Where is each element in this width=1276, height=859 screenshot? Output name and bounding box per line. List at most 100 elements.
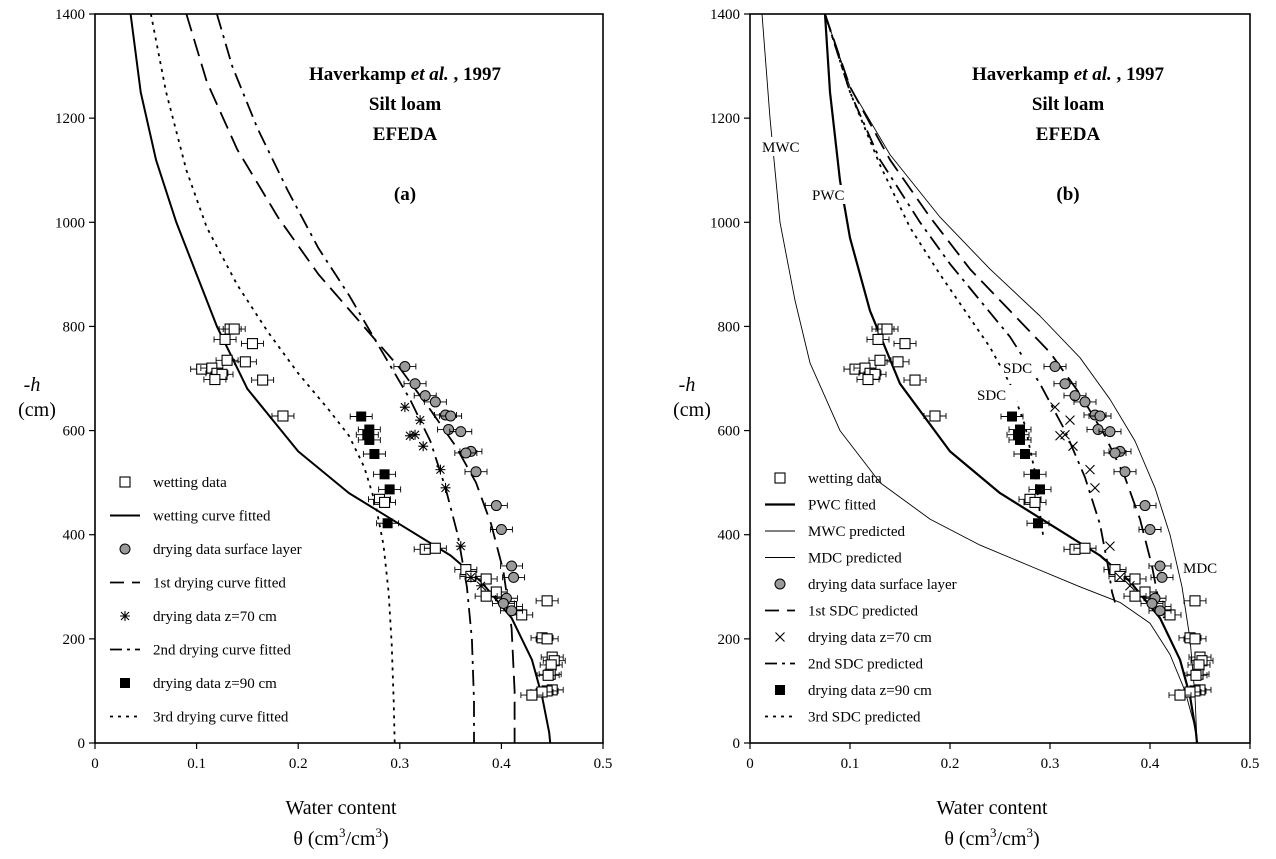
legend: wetting data wetting curve fitted drying d…: [110, 475, 302, 726]
chart-title-line3: EFEDA: [1036, 124, 1101, 145]
data-point: [418, 441, 429, 452]
legend-item: 1st SDC predicted: [765, 604, 918, 620]
y-tick-label: 1200: [710, 111, 740, 127]
series-drying-data-surface-layer: [393, 361, 526, 617]
data-point: [1139, 586, 1151, 598]
legend-swatch: [119, 476, 131, 488]
data-point: [1050, 402, 1060, 413]
legend-item: drying data z=70 cm: [120, 609, 277, 625]
x-tick-label: 0.2: [941, 756, 960, 772]
x-tick-label: 0: [746, 756, 754, 772]
legend-label: 3rd SDC predicted: [808, 710, 921, 726]
x-axis-title: Water content: [936, 797, 1048, 819]
data-point: [460, 447, 472, 459]
y-axis-unit: (cm): [673, 399, 711, 421]
data-point: [443, 424, 455, 436]
data-point: [506, 560, 518, 572]
data-point: [1029, 496, 1041, 508]
data-point: [257, 374, 269, 386]
x-tick-label: 0.1: [187, 756, 206, 772]
curve-annotation: MDC: [1183, 561, 1217, 577]
data-point: [1094, 410, 1106, 422]
series-2nd-drying-curve-fitted: [216, 13, 475, 743]
legend-item: drying data z=90 cm: [120, 676, 277, 692]
x-tick-label: 0: [91, 756, 99, 772]
plot-frame: [94, 13, 604, 744]
data-point: [480, 590, 492, 602]
legend-item: wetting curve fitted: [110, 509, 271, 525]
data-point: [1079, 542, 1091, 554]
data-point: [1154, 560, 1166, 572]
data-point: [1020, 449, 1030, 460]
data-point: [899, 338, 911, 350]
data-point: [382, 518, 393, 529]
data-point: [1079, 396, 1091, 408]
data-point: [415, 415, 426, 426]
legend-label: MDC predicted: [808, 551, 902, 567]
series-3rd-drying-curve-fitted: [150, 13, 396, 744]
legend-label: 3rd drying curve fitted: [153, 710, 289, 726]
panel-label: (b): [1056, 184, 1079, 205]
chart-title-line1: Haverkamp et al. , 1997: [309, 64, 502, 85]
legend-item: 2nd SDC predicted: [765, 657, 923, 673]
data-point: [246, 338, 259, 350]
data-point: [1090, 482, 1100, 493]
legend-label: 2nd drying curve fitted: [153, 643, 291, 659]
data-point: [892, 356, 904, 368]
x-tick-label: 0.3: [1041, 756, 1060, 772]
data-point: [196, 363, 208, 375]
data-point: [399, 402, 410, 413]
data-point: [929, 410, 941, 422]
chart-title-line3: EFEDA: [373, 124, 438, 145]
series-line: [185, 13, 516, 743]
legend-item: drying data surface layer: [119, 542, 302, 558]
data-point: [1190, 669, 1202, 681]
data-point: [1164, 609, 1176, 621]
data-point: [541, 595, 553, 607]
data-point: [435, 464, 446, 475]
legend-item: drying data z=90 cm: [775, 683, 932, 699]
legend-label: wetting data: [808, 471, 882, 487]
legend: wetting data PWC fitted MWC predicted MDC p…: [765, 471, 957, 726]
data-point: [541, 633, 553, 645]
legend-swatch: [120, 678, 130, 688]
data-point: [881, 323, 893, 335]
curve-annotation: SDC: [1003, 361, 1032, 377]
legend-swatch: [119, 543, 131, 555]
series-drying-data-surface-layer: [1043, 361, 1174, 617]
chart-title-line1: Haverkamp et al. , 1997: [972, 64, 1165, 85]
chart-title: Haverkamp et al. , 1997 Silt loam EFEDA (a): [309, 64, 502, 205]
data-point: [1115, 572, 1125, 583]
panel-b: 0 0.1 0.2 0.3 0.4 0.5 0 200 400 600 800 1000 1200 140…: [673, 7, 1259, 850]
x-tick-label: 0.4: [1141, 756, 1160, 772]
data-point: [1015, 434, 1025, 445]
data-point: [1109, 447, 1121, 459]
series-line: [150, 13, 396, 744]
legend-swatch: [120, 611, 130, 621]
curve-annotation: SDC: [977, 388, 1006, 404]
series-drying-data-z-70-cm: [399, 402, 487, 591]
data-point: [410, 429, 421, 440]
y-tick-label: 1400: [55, 7, 85, 23]
data-point: [429, 542, 441, 554]
legend-label: 1st SDC predicted: [808, 604, 918, 620]
legend-label: PWC fitted: [808, 498, 876, 514]
y-tick-label: 200: [718, 632, 741, 648]
legend-item: drying data z=70 cm: [775, 630, 932, 646]
legend-swatch: [775, 685, 785, 695]
data-point: [379, 496, 391, 508]
annotation-bg: [1181, 558, 1223, 577]
data-point: [497, 597, 509, 609]
y-tick-label: 1000: [710, 215, 740, 231]
legend-item: 2nd drying curve fitted: [110, 643, 291, 659]
data-point: [379, 469, 390, 480]
data-point: [1193, 659, 1205, 671]
y-axis-title: -h: [679, 374, 696, 396]
data-point: [1092, 424, 1104, 436]
data-point: [445, 410, 457, 422]
data-point: [364, 434, 375, 445]
data-point: [1068, 441, 1078, 452]
legend-item: drying data surface layer: [774, 577, 957, 593]
data-point: [1049, 361, 1061, 373]
data-point: [409, 378, 421, 390]
